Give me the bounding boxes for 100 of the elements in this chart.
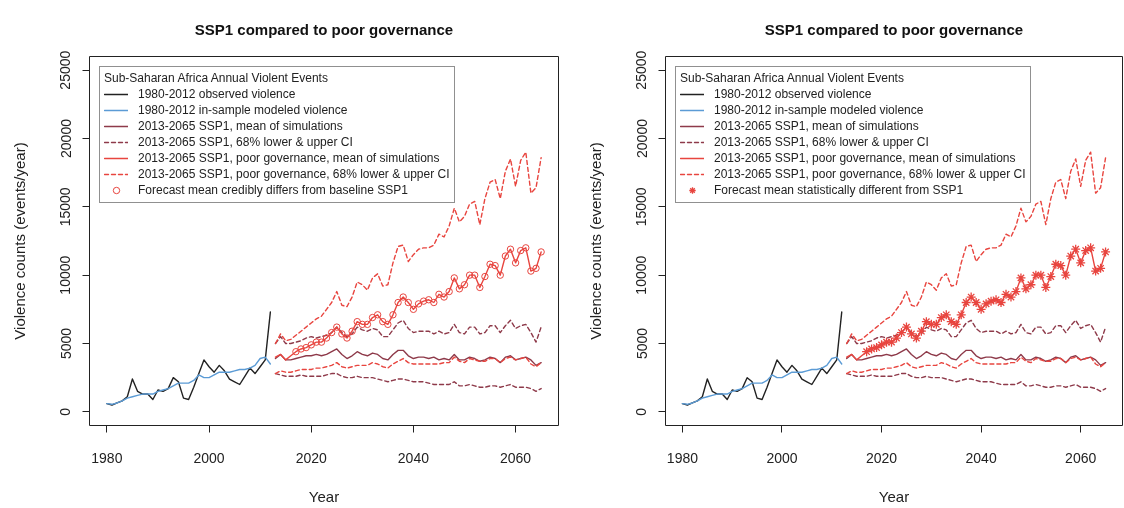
- x-tick-label: 2000: [193, 449, 225, 466]
- x-tick-label: 2020: [295, 449, 328, 466]
- point: [425, 296, 433, 304]
- legend-title: Sub-Saharan Africa Annual Violent Events: [104, 71, 329, 85]
- point: [419, 297, 428, 305]
- y-tick-label: 0: [633, 407, 650, 416]
- point: [496, 271, 504, 279]
- legend-label: 2013-2065 SSP1, poor governance, 68% lower & upper CI: [138, 167, 450, 181]
- y-tick-label: 0: [57, 407, 74, 416]
- legend-label: 1980-2012 in-sample modeled violence: [714, 103, 924, 117]
- point: [1005, 291, 1017, 303]
- point: [445, 287, 453, 296]
- point: [404, 298, 412, 307]
- point: [358, 320, 367, 329]
- y-tick-label: 20000: [633, 118, 650, 158]
- y-tick-label: 5000: [633, 327, 650, 360]
- y-tick-label: 5000: [57, 327, 74, 360]
- point: [946, 316, 957, 327]
- point: [522, 244, 530, 252]
- point: [338, 330, 346, 338]
- point: [389, 311, 397, 319]
- point: [348, 327, 356, 335]
- x-tick-label: 2020: [865, 449, 898, 466]
- point: [322, 334, 331, 342]
- point: [896, 327, 907, 338]
- legend-label: 2013-2065 SSP1, poor governance, mean of simulations: [714, 151, 1016, 165]
- legend-label: 2013-2065 SSP1, poor governance, mean of simulations: [138, 151, 440, 165]
- point: [975, 304, 987, 315]
- point: [532, 264, 540, 273]
- point: [491, 261, 499, 270]
- point: [333, 323, 341, 331]
- point: [307, 341, 315, 349]
- point: [1065, 250, 1076, 262]
- y-tick-label: 15000: [57, 187, 74, 227]
- chart-title: SSP1 compared to poor governance: [194, 21, 454, 38]
- line-series: [681, 356, 843, 406]
- line-series: [846, 356, 1107, 375]
- legend-label: 1980-2012 observed violence: [714, 87, 872, 101]
- point: [414, 300, 423, 308]
- point: [951, 319, 962, 330]
- point: [911, 332, 922, 344]
- legend-label: 2013-2065 SSP1, 68% lower & upper CI: [714, 135, 929, 149]
- y-axis-title: Violence counts (events/year): [586, 142, 604, 340]
- legend-label: 2013-2065 SSP1, mean of simulations: [138, 119, 343, 133]
- point: [471, 271, 479, 279]
- y-tick-label: 10000: [57, 255, 74, 295]
- point: [970, 297, 982, 308]
- point: [297, 345, 305, 353]
- point: [1010, 286, 1022, 297]
- point: [1060, 270, 1071, 281]
- point: [384, 320, 392, 329]
- y-tick-label: 15000: [633, 187, 650, 227]
- point: [481, 272, 489, 281]
- x-tick-label: 2000: [766, 449, 798, 466]
- x-tick-label: 2040: [397, 449, 430, 466]
- point: [921, 316, 932, 327]
- point: [353, 317, 361, 326]
- legend-title: Sub-Saharan Africa Annual Violent Events: [680, 71, 905, 85]
- y-tick-label: 25000: [633, 50, 650, 90]
- point: [956, 309, 967, 320]
- point: [363, 320, 372, 329]
- x-tick-label: 2040: [965, 449, 997, 466]
- point: [1020, 283, 1032, 294]
- point: [460, 281, 469, 289]
- point: [511, 259, 520, 267]
- point: [1070, 244, 1081, 255]
- point: [379, 317, 387, 326]
- legend-label: 1980-2012 observed violence: [138, 87, 296, 101]
- point: [1100, 246, 1111, 258]
- point: [506, 245, 515, 253]
- point: [1025, 279, 1037, 290]
- point: [516, 246, 525, 255]
- point: [916, 326, 927, 337]
- point: [373, 311, 382, 319]
- legend-label: Forecast mean credibly differs from baseline SSP1: [138, 183, 408, 197]
- line-series: [681, 311, 843, 406]
- line-series: [274, 372, 542, 393]
- point: [537, 248, 545, 256]
- point: [368, 313, 377, 322]
- point: [995, 297, 1007, 308]
- point: [1045, 271, 1056, 282]
- point: [966, 291, 977, 303]
- line-series: [274, 319, 542, 345]
- y-tick-label: 25000: [57, 50, 74, 90]
- point: [302, 343, 310, 352]
- point: [440, 293, 448, 301]
- point: [450, 274, 458, 282]
- point: [476, 283, 484, 292]
- point: [292, 348, 300, 356]
- line-series: [846, 372, 1107, 393]
- point: [906, 328, 917, 340]
- x-tick-label: 2060: [500, 449, 532, 466]
- y-axis-title: Violence counts (events/year): [10, 142, 28, 340]
- point: [1075, 257, 1086, 269]
- point: [1040, 282, 1051, 293]
- line-series: [106, 356, 272, 406]
- legend-label: 2013-2065 SSP1, poor governance, 68% lower & upper CI: [714, 167, 1026, 181]
- point: [317, 338, 326, 346]
- x-tick-label: 2060: [1065, 449, 1097, 466]
- point: [455, 285, 464, 293]
